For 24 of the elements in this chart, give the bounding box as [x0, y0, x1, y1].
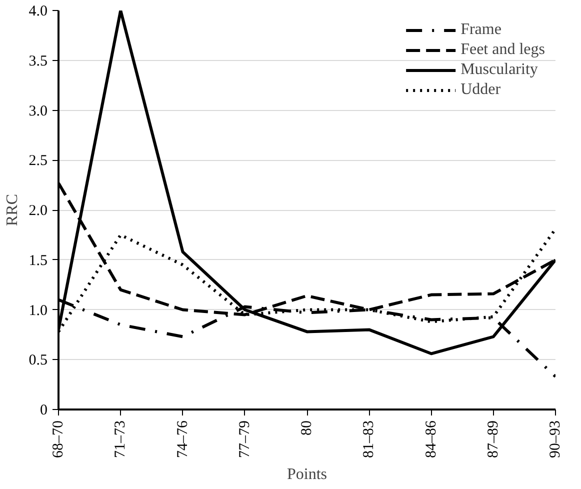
- y-tick-label: 0.5: [28, 352, 48, 369]
- x-tick-label: 77–79: [236, 420, 253, 458]
- y-tick-label: 3.0: [28, 103, 48, 120]
- y-tick-label: 1.5: [28, 252, 48, 269]
- y-tick-label: 2.5: [28, 153, 48, 170]
- x-tick-label: 74–76: [174, 420, 191, 458]
- y-tick-label: 2.0: [28, 203, 48, 219]
- x-tick-label: 80: [299, 420, 315, 436]
- legend-label: Feet and legs: [460, 41, 545, 59]
- y-tick-label: 4.0: [28, 4, 48, 20]
- y-tick-label: 0: [40, 402, 48, 418]
- y-tick-label: 3.5: [28, 53, 48, 70]
- x-tick-label: 81–83: [361, 420, 378, 458]
- x-axis-title: Points: [286, 466, 328, 483]
- x-tick-label: 68–70: [50, 420, 66, 458]
- x-tick-label: 71–73: [112, 420, 129, 458]
- x-tick-label: 90–93: [548, 420, 564, 458]
- y-tick-label: 1.0: [28, 302, 48, 319]
- y-axis-title: RRC: [4, 194, 21, 226]
- x-tick-label: 84–86: [423, 420, 440, 458]
- legend-label: Frame: [460, 21, 502, 39]
- legend-label: Udder: [460, 81, 501, 99]
- legend-label: Muscularity: [460, 61, 538, 79]
- x-tick-label: 87–89: [485, 420, 502, 458]
